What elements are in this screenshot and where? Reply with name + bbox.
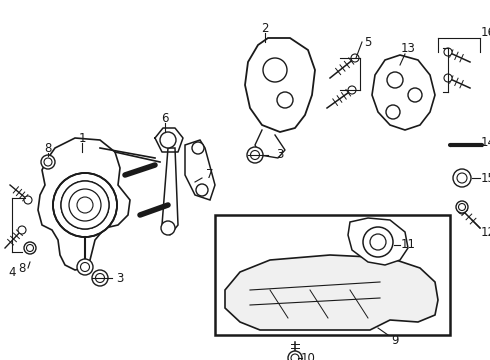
Text: 8: 8 [18, 261, 25, 274]
Circle shape [44, 158, 52, 166]
Text: 3: 3 [276, 148, 284, 162]
Circle shape [348, 86, 356, 94]
Text: 6: 6 [161, 112, 169, 125]
Text: 1: 1 [78, 131, 86, 144]
Circle shape [24, 196, 32, 204]
Text: 5: 5 [364, 36, 372, 49]
Text: 12: 12 [481, 225, 490, 238]
Circle shape [444, 48, 452, 56]
Polygon shape [372, 55, 435, 130]
Text: 16: 16 [481, 26, 490, 39]
Text: 3: 3 [116, 271, 123, 284]
Circle shape [41, 155, 55, 169]
Text: 9: 9 [391, 333, 399, 346]
Circle shape [351, 54, 359, 62]
Polygon shape [225, 255, 438, 330]
Circle shape [453, 169, 471, 187]
Circle shape [18, 226, 26, 234]
Circle shape [24, 242, 36, 254]
Circle shape [456, 201, 468, 213]
Text: 4: 4 [8, 266, 16, 279]
Bar [215, 215, 450, 335]
Circle shape [161, 221, 175, 235]
Circle shape [247, 147, 263, 163]
Circle shape [263, 58, 287, 82]
Circle shape [444, 74, 452, 82]
Circle shape [53, 173, 117, 237]
Polygon shape [185, 140, 215, 200]
Circle shape [386, 105, 400, 119]
Circle shape [96, 274, 104, 283]
Text: 10: 10 [300, 351, 316, 360]
Circle shape [459, 203, 466, 211]
Circle shape [160, 132, 176, 148]
Circle shape [196, 184, 208, 196]
Circle shape [92, 270, 108, 286]
Circle shape [77, 197, 93, 213]
Circle shape [277, 92, 293, 108]
Circle shape [363, 227, 393, 257]
Polygon shape [348, 218, 408, 265]
Circle shape [458, 206, 466, 214]
Circle shape [26, 244, 33, 252]
Text: 14: 14 [481, 135, 490, 148]
Text: 8: 8 [44, 141, 51, 154]
Circle shape [370, 234, 386, 250]
Polygon shape [38, 138, 130, 270]
Circle shape [61, 181, 109, 229]
Polygon shape [245, 38, 315, 132]
Polygon shape [162, 148, 178, 235]
Circle shape [192, 142, 204, 154]
Text: 15: 15 [481, 171, 490, 184]
Text: 2: 2 [261, 22, 269, 35]
Circle shape [250, 150, 260, 159]
Circle shape [408, 88, 422, 102]
Text: 7: 7 [206, 168, 214, 181]
Circle shape [457, 173, 467, 183]
Circle shape [288, 351, 302, 360]
Circle shape [77, 259, 93, 275]
Circle shape [387, 72, 403, 88]
Circle shape [80, 262, 90, 271]
Text: 11: 11 [400, 238, 416, 252]
Circle shape [291, 354, 299, 360]
Text: 13: 13 [400, 41, 416, 54]
Circle shape [69, 189, 101, 221]
